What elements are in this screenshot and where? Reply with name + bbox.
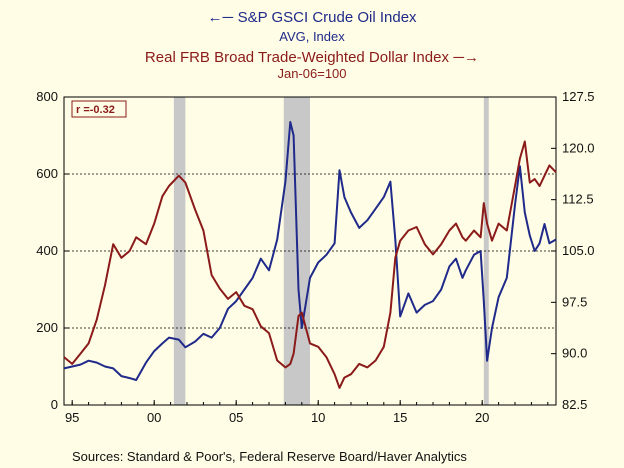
oil-legend-title: ←─ S&P GSCI Crude Oil Index: [0, 9, 624, 27]
left-tick-label-600: 600: [36, 166, 58, 181]
dollar-legend-title: Real FRB Broad Trade-Weighted Dollar Ind…: [0, 49, 624, 67]
x-tick-label-20: 20: [475, 410, 489, 425]
right-tick-label-97.5: 97.5: [562, 294, 587, 309]
left-tick-label-800: 800: [36, 89, 58, 104]
right-tick-label-90.0: 90.0: [562, 346, 587, 361]
left-tick-label-0: 0: [51, 397, 58, 412]
oil-legend-unit: AVG, Index: [279, 29, 345, 44]
right-tick-label-120.0: 120.0: [562, 140, 595, 155]
x-tick-label-00: 00: [147, 410, 161, 425]
correlation-annotation: r =-0.32: [71, 100, 127, 118]
dollar-legend-unit: Jan-06=100: [277, 66, 347, 81]
dollar-series-line: [63, 140, 557, 389]
x-tick-label-15: 15: [393, 410, 407, 425]
correlation-text: r =-0.32: [76, 104, 115, 116]
right-tick-label-105.0: 105.0: [562, 243, 595, 258]
right-tick-label-112.5: 112.5: [562, 192, 594, 207]
right-tick-label-127.5: 127.5: [562, 89, 595, 104]
oil-series-line: [63, 121, 557, 381]
right-arrow-icon: ─→: [453, 49, 480, 66]
left-tick-label-200: 200: [36, 320, 58, 335]
series-lines: [63, 121, 557, 389]
left-arrow-icon: ←─: [207, 9, 234, 26]
gridlines: [64, 173, 556, 329]
right-tick-label-82.5: 82.5: [562, 397, 587, 412]
axis-ticks: 0 200 400 600 800 82.5 90.0 97.5 105.0 112.5 120.0…: [36, 89, 594, 425]
oil-legend-label: S&P GSCI Crude Oil Index: [237, 9, 417, 26]
x-tick-label-10: 10: [311, 410, 325, 425]
dollar-legend-label: Real FRB Broad Trade-Weighted Dollar Ind…: [144, 49, 449, 66]
left-tick-label-400: 400: [36, 243, 58, 258]
source-note: Sources: Standard & Poor's, Federal Rese…: [72, 449, 467, 464]
x-tick-label-05: 05: [229, 410, 243, 425]
recession-band-0: [173, 97, 186, 405]
correlation-box: [71, 100, 127, 118]
chart-area: 0 200 400 600 800 82.5 90.0 97.5 105.0 112.5 120.0…: [36, 89, 594, 425]
recession-band-2: [483, 97, 489, 405]
x-tick-label-95: 95: [65, 410, 79, 425]
